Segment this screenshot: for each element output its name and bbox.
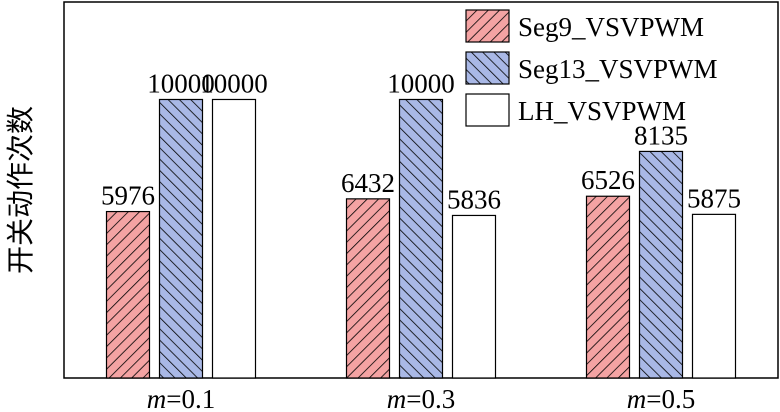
value-label-seg13-3: 8135 bbox=[634, 120, 688, 150]
value-label-lh-3: 5875 bbox=[687, 183, 741, 213]
bar-seg9-1 bbox=[105, 210, 151, 379]
legend-label-lh: LH_VSVPWM bbox=[518, 96, 686, 126]
legend-swatch-seg9 bbox=[465, 9, 510, 43]
bar-lh-3 bbox=[691, 213, 737, 379]
legend-label-seg13: Seg13_VSVPWM bbox=[518, 54, 718, 84]
value-label-seg9-2: 6432 bbox=[341, 168, 395, 198]
value-label-lh-1: 10000 bbox=[200, 68, 268, 98]
legend-label-seg9: Seg9_VSVPWM bbox=[518, 12, 704, 42]
bar-lh-1 bbox=[211, 98, 257, 379]
legend-swatch-seg13 bbox=[465, 51, 510, 85]
value-label-seg9-3: 6526 bbox=[581, 165, 635, 195]
x-tick-label-1: m=0.1 bbox=[147, 384, 215, 412]
legend: Seg9_VSVPWM Seg13_VSVPWM LH_VSVPWM bbox=[465, 9, 718, 127]
x-tick-labels: m=0.1 m=0.3 m=0.5 bbox=[147, 384, 695, 412]
bar-seg13-1 bbox=[158, 98, 204, 379]
value-label-lh-2: 5836 bbox=[447, 184, 501, 214]
legend-swatch-lh bbox=[465, 93, 510, 127]
value-label-seg13-2: 10000 bbox=[387, 68, 455, 98]
bar-seg13-3 bbox=[638, 150, 684, 379]
x-tick-label-3: m=0.5 bbox=[627, 384, 695, 412]
bars-layer bbox=[105, 98, 737, 379]
bar-seg9-3 bbox=[585, 195, 631, 379]
value-label-seg9-1: 5976 bbox=[101, 181, 155, 211]
bar-seg9-2 bbox=[345, 198, 391, 379]
y-axis-label-text: 开关动作次数 bbox=[5, 106, 37, 274]
bar-seg13-2 bbox=[398, 98, 444, 379]
y-axis-label: 开关动作次数 bbox=[5, 106, 37, 274]
x-tick-label-2: m=0.3 bbox=[387, 384, 455, 412]
bar-lh-2 bbox=[451, 214, 497, 379]
value-label-seg13-1: 10000 bbox=[147, 68, 215, 98]
